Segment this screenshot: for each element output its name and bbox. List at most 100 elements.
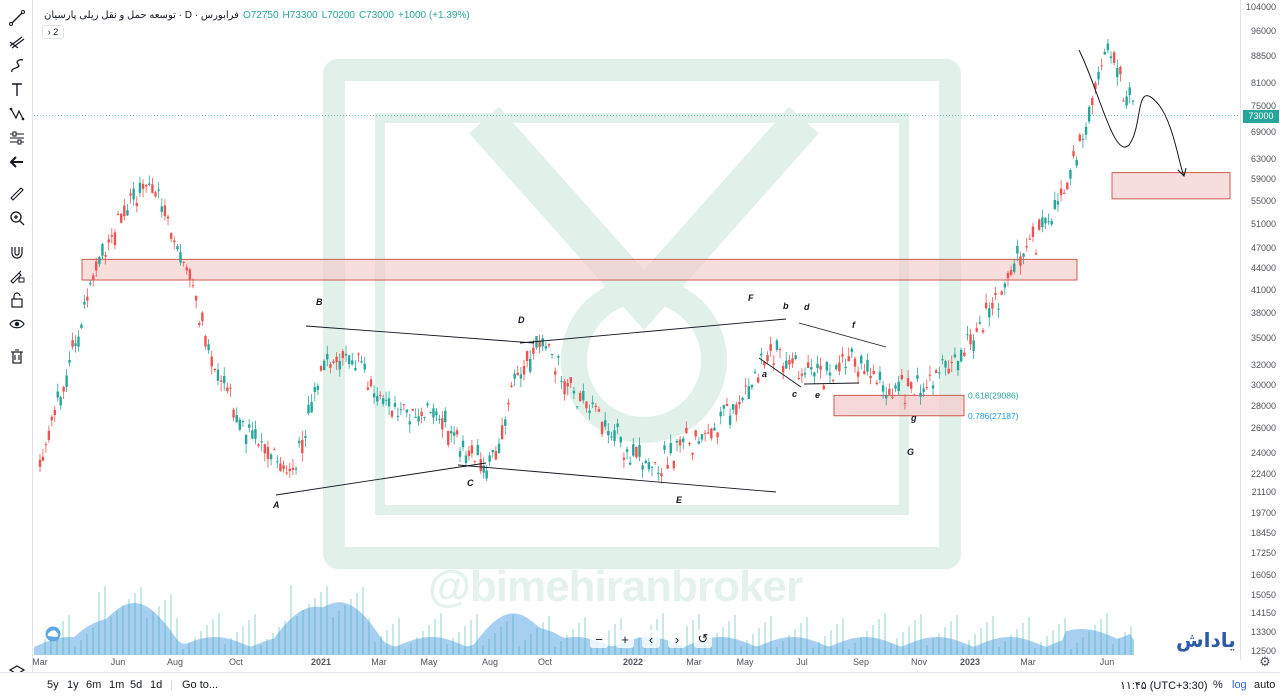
candle-body <box>538 340 541 348</box>
candle-body <box>357 353 360 355</box>
candle-body <box>557 356 560 358</box>
range-5y-button[interactable]: 5y <box>47 679 59 691</box>
scroll-back-button[interactable]: ‹ <box>642 630 660 648</box>
candle-body <box>326 353 329 360</box>
volume-bar <box>584 617 586 655</box>
zoom-out-button[interactable]: − <box>590 630 608 648</box>
volume-bar <box>986 622 988 655</box>
percent-toggle[interactable]: % <box>1213 679 1223 691</box>
forecast-icon[interactable] <box>6 128 28 148</box>
magnet-icon[interactable] <box>6 242 28 262</box>
pattern-icon[interactable] <box>6 104 28 124</box>
volume-bar <box>236 632 238 655</box>
candle-body <box>1047 221 1050 223</box>
range-1y-button[interactable]: 1y <box>67 679 79 691</box>
timezone-clock[interactable]: ۱۱:۴۵ (UTC+3:30) <box>1120 680 1208 692</box>
candle-body <box>260 441 263 443</box>
candle-body <box>735 404 738 415</box>
goto-button[interactable]: Go to... <box>182 679 219 691</box>
price-chart[interactable]: A B C D E Fa b c d e f g G 0.618(29086) 0.786(27187) <box>34 0 1240 660</box>
zoom-icon[interactable] <box>6 208 28 228</box>
volume-bar <box>746 640 748 655</box>
volume-bar <box>374 642 376 655</box>
unlock-icon[interactable] <box>6 290 28 310</box>
trend-line-ce-minor <box>803 382 860 385</box>
candle-body <box>316 385 320 390</box>
candle-body <box>909 382 913 389</box>
volume-bar <box>362 587 364 655</box>
candle-body <box>622 457 626 460</box>
brush-icon[interactable] <box>6 56 28 76</box>
back-arrow-icon[interactable] <box>6 152 28 172</box>
symbol-legend[interactable]: توسعه حمل و نقل ریلی پارسیان · D · فرابو… <box>44 7 470 23</box>
time-axis[interactable]: Mar Jun Aug Oct 2021 Mar May Aug Oct 2022 Mar May Ju… <box>32 655 1240 669</box>
volume-bar <box>332 617 334 655</box>
volume-bar <box>1076 643 1078 655</box>
reset-chart-button[interactable]: ↺ <box>694 630 712 648</box>
volume-bar <box>86 634 88 655</box>
zoom-in-button[interactable]: + <box>616 630 634 648</box>
price-tick: 17250 <box>1250 548 1276 559</box>
volume-bar <box>422 631 424 655</box>
pitchfork-icon[interactable] <box>6 32 28 52</box>
volume-bar <box>206 625 208 655</box>
candle-body <box>476 444 480 456</box>
lock-drawing-icon[interactable] <box>6 266 28 286</box>
drawings[interactable] <box>275 49 1187 496</box>
ruler-icon[interactable] <box>6 184 28 204</box>
volume-bar <box>686 626 688 655</box>
candle-body <box>182 261 185 263</box>
candle-body <box>1059 188 1063 196</box>
candle-body <box>578 392 582 401</box>
volume-bar <box>1094 625 1096 655</box>
log-toggle[interactable]: log <box>1232 679 1247 691</box>
range-5d-button[interactable]: 5d <box>130 679 143 691</box>
auto-toggle[interactable]: auto <box>1254 679 1276 691</box>
volume-bar <box>482 645 484 655</box>
candle-body <box>408 421 411 425</box>
candle-body <box>813 372 816 377</box>
fib-level-label: 0.786(27187) <box>968 411 1019 421</box>
text-icon[interactable] <box>6 80 28 100</box>
scroll-forward-button[interactable]: › <box>668 630 686 648</box>
candle-body <box>738 401 741 405</box>
trend-line-icon[interactable] <box>6 8 28 28</box>
candle-body <box>769 344 772 351</box>
volume-bar <box>530 634 532 655</box>
volume-bar <box>248 620 250 655</box>
candle-body <box>522 365 526 375</box>
trash-icon[interactable] <box>6 346 28 366</box>
candle-body <box>1103 51 1106 55</box>
candle-body <box>279 463 282 472</box>
candle-body <box>254 429 257 439</box>
volume-bar <box>470 620 472 655</box>
candle-body <box>1128 87 1131 96</box>
eye-icon[interactable] <box>6 314 28 334</box>
settings-gear-icon[interactable]: ⚙ <box>1259 654 1271 669</box>
symbol-title[interactable]: توسعه حمل و نقل ریلی پارسیان · D · فرابو… <box>44 9 239 21</box>
candle-body <box>956 360 960 371</box>
collapse-indicators-button[interactable]: › 2 <box>42 25 64 39</box>
candle-body <box>950 361 953 363</box>
range-1m-button[interactable]: 1m <box>109 679 125 691</box>
candles <box>38 38 1135 484</box>
candle-body <box>405 409 409 413</box>
range-6m-button[interactable]: 6m <box>86 679 102 691</box>
range-1d-button[interactable]: 1d <box>150 679 163 691</box>
price-tick: 12500 <box>1250 646 1276 656</box>
volume-bar <box>722 627 724 655</box>
candle-body <box>188 269 192 281</box>
price-tick: 14150 <box>1250 608 1276 619</box>
cloud-icon[interactable] <box>42 626 64 642</box>
candle-body <box>59 397 62 406</box>
candle-body <box>144 185 148 187</box>
candle-body <box>1056 201 1060 205</box>
candle-body <box>819 365 822 370</box>
candle-body <box>700 434 704 440</box>
candle-body <box>294 468 298 470</box>
volume-bar <box>122 605 124 655</box>
candle-body <box>384 399 388 401</box>
candle-body <box>272 449 276 451</box>
price-axis[interactable]: 104000 96000 88500 81000 75000 69000 63000 5900… <box>1240 0 1280 660</box>
